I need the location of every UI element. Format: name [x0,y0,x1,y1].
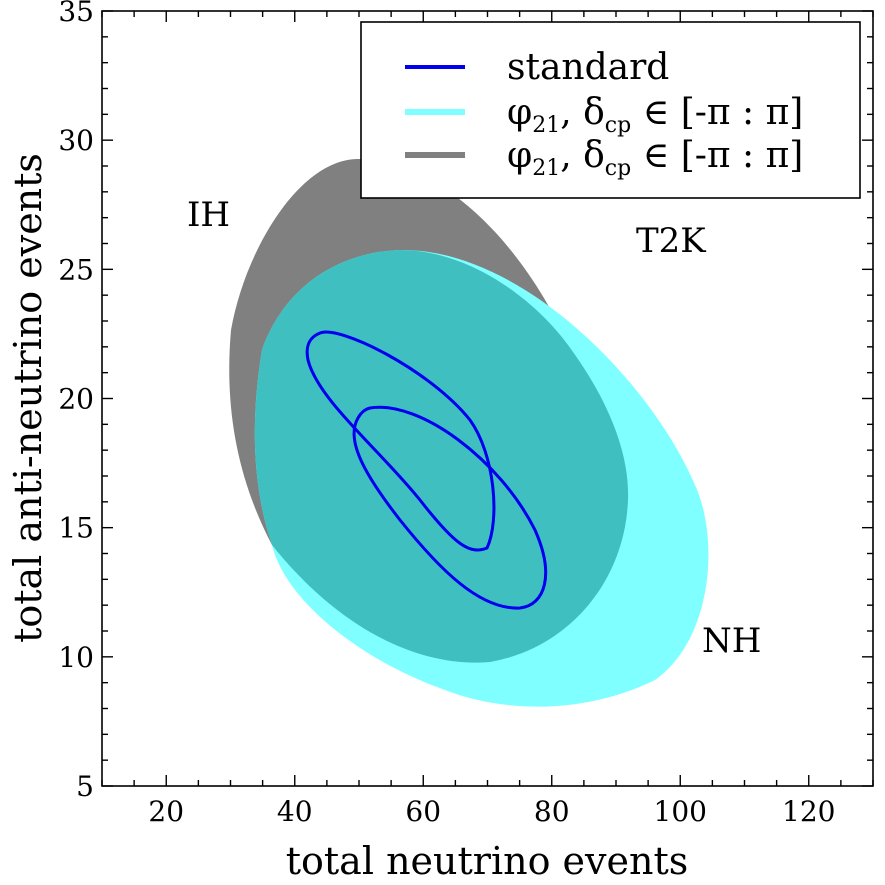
annotations: IH T2K NH [187,195,761,661]
legend-label-nh-rest: , δ [560,92,605,133]
x-tick-label: 120 [782,795,835,828]
legend-label-nh-sub: 21 [532,113,560,138]
y-tick-label: 35 [58,0,94,28]
x-tick-label: 40 [277,795,313,828]
axis-tick-labels: 20 40 60 80 100 120 5 10 15 20 25 30 35 [58,0,835,828]
legend-label-ih-band: φ21, δcp ∈ [-π : π] [507,135,803,181]
y-tick-label: 10 [58,641,94,674]
legend-label-nh-sub2: cp [605,113,631,138]
x-tick-label: 20 [148,795,184,828]
y-tick-label: 5 [76,770,94,803]
x-axis-title: total neutrino events [286,839,688,883]
legend-label-nh-band: φ21, δcp ∈ [-π : π] [507,92,803,138]
y-tick-label: 20 [58,383,94,416]
legend-label-standard: standard [507,47,669,88]
x-tick-label: 60 [405,795,441,828]
x-tick-label: 100 [654,795,707,828]
standard-ih-contour [305,330,496,552]
y-axis-title: total anti-neutrino events [6,153,50,643]
legend-label-nh-tail: ∈ [-π : π] [631,92,803,133]
axis-ticks [101,10,874,787]
confidence-regions [229,158,709,707]
y-tick-label: 30 [58,124,94,157]
x-tick-label: 80 [534,795,570,828]
y-tick-label: 25 [58,253,94,286]
standard-contours [305,330,548,610]
legend-label-ih-sub: 21 [532,156,560,181]
legend: standard φ21, δcp ∈ [-π : π] φ21, δcp ∈ … [360,21,861,199]
annotation-t2k: T2K [636,221,706,261]
legend-label-nh-main: φ [507,92,532,133]
legend-label-ih-tail: ∈ [-π : π] [631,135,803,176]
y-tick-label: 15 [58,512,94,545]
legend-label-ih-main: φ [507,135,532,176]
legend-label-ih-rest: , δ [560,135,605,176]
legend-label-ih-sub2: cp [605,156,631,181]
annotation-ih: IH [187,195,230,235]
annotation-nh: NH [702,621,761,661]
overlap-region [254,250,629,663]
standard-nh-contour [352,405,548,610]
